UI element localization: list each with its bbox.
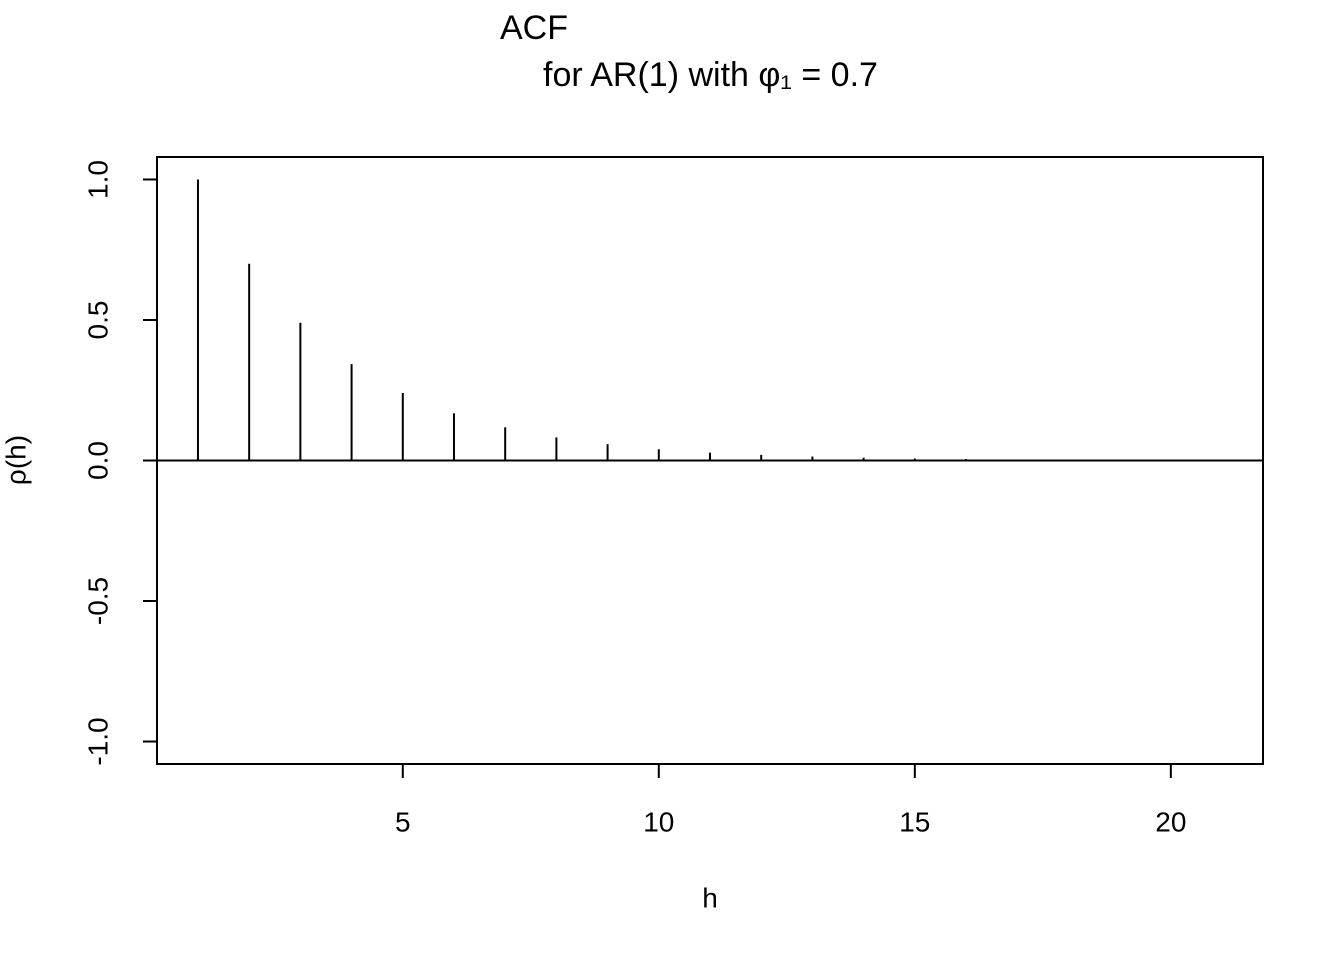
y-tick-label: -0.5: [82, 577, 113, 625]
y-axis-label: ρ(h): [0, 435, 31, 485]
chart-subtitle: for AR(1) with φ₁ = 0.7: [543, 56, 878, 94]
y-tick-label: 1.0: [82, 160, 113, 199]
x-axis-label: h: [702, 882, 718, 913]
x-tick-label: 20: [1155, 806, 1186, 837]
x-tick-label: 10: [643, 806, 674, 837]
x-tick-label: 5: [395, 806, 411, 837]
chart-title: ACF: [500, 9, 568, 47]
y-tick-label: 0.5: [82, 301, 113, 340]
x-tick-label: 15: [899, 806, 930, 837]
y-tick-label: -1.0: [82, 717, 113, 765]
y-tick-label: 0.0: [82, 441, 113, 480]
